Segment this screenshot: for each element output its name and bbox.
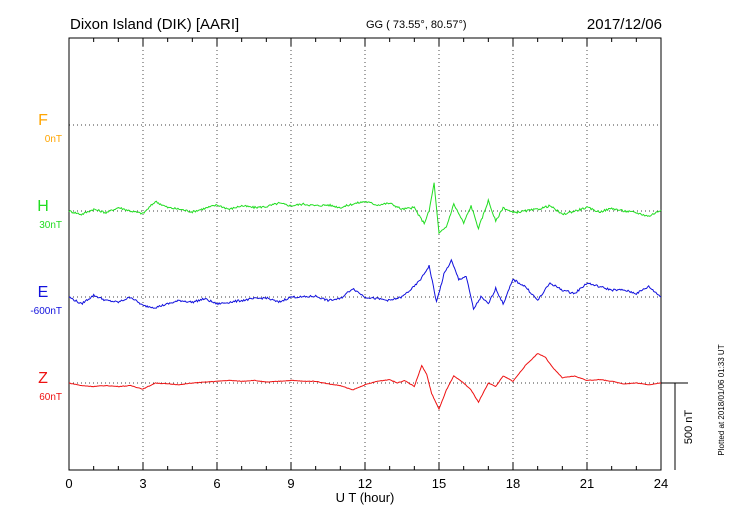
series-label-f: F	[38, 112, 48, 129]
x-tick-label: 21	[580, 476, 594, 491]
series-offset-z: 60nT	[39, 392, 62, 403]
x-tick-label: 15	[432, 476, 446, 491]
x-tick-label: 18	[506, 476, 520, 491]
x-tick-label: 6	[213, 476, 220, 491]
grid	[69, 38, 661, 470]
series-label-h: H	[37, 198, 49, 215]
series-line-h	[68, 182, 662, 235]
x-tick-label: 9	[287, 476, 294, 491]
station-coords: GG ( 73.55°, 80.57°)	[366, 19, 467, 31]
series-offset-f: 0nT	[45, 134, 62, 145]
series-line-z	[68, 353, 661, 411]
series-label-z: Z	[38, 370, 48, 387]
series-line-e	[68, 258, 662, 311]
x-tick-label: 12	[358, 476, 372, 491]
x-tick-label: 0	[65, 476, 72, 491]
x-tick-label: 3	[139, 476, 146, 491]
station-title: Dixon Island (DIK) [AARI]	[70, 16, 239, 33]
series-offset-h: 30nT	[39, 220, 62, 231]
chart-date: 2017/12/06	[587, 16, 662, 33]
x-tick-label: 24	[654, 476, 668, 491]
x-axis-label: U T (hour)	[336, 490, 395, 505]
axis-ticks	[68, 38, 662, 470]
series-offset-e: -600nT	[30, 306, 62, 317]
scale-bar-label: 500 nT	[683, 410, 695, 445]
plotted-timestamp: Plotted at 2018/01/06 01:33 UT	[717, 344, 726, 455]
x-tick-labels: 0 3 6 9 12 15 18 21 24	[65, 476, 668, 491]
series-label-e: E	[38, 284, 49, 301]
